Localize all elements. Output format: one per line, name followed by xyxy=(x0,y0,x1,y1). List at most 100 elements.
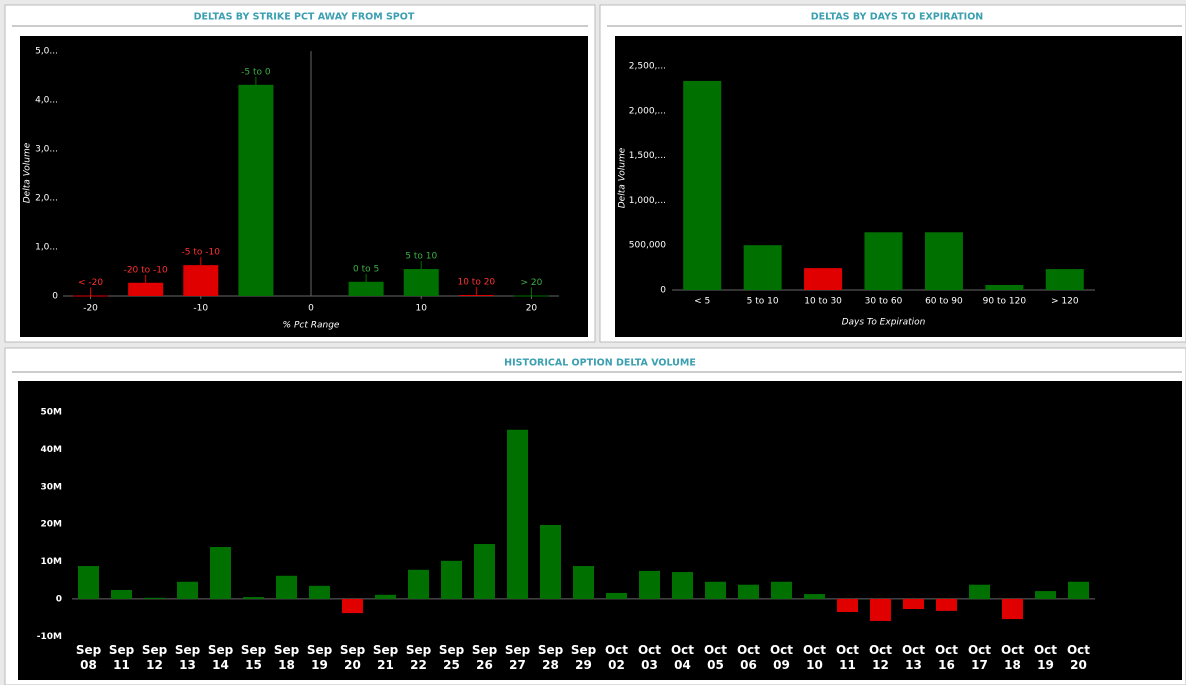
x-tick-label: Oct 06 xyxy=(737,643,760,672)
bar xyxy=(111,589,132,599)
x-tick-label: Sep 15 xyxy=(241,643,266,672)
bar xyxy=(183,265,219,296)
x-tick-label: Oct 18 xyxy=(1000,643,1025,672)
data-label: > 20 xyxy=(521,278,543,288)
x-tick-label: Sep 22 xyxy=(405,643,432,672)
bar xyxy=(238,84,274,296)
bar xyxy=(78,566,99,599)
x-tick-label: Oct 09 xyxy=(769,643,794,672)
x-tick-label: 10 to 30 xyxy=(804,297,842,307)
y-tick-label: 0 xyxy=(660,286,666,296)
x-tick-label: Sep 14 xyxy=(207,643,234,672)
x-tick-label: Oct 16 xyxy=(935,643,958,672)
bar xyxy=(870,598,891,621)
bar xyxy=(408,569,429,599)
x-tick-label: Sep 21 xyxy=(372,643,399,672)
y-tick-label: 1,0... xyxy=(35,243,58,253)
x-tick-label: Oct 04 xyxy=(671,643,694,672)
x-tick-label: Sep 25 xyxy=(439,643,464,672)
y-axis-label: Delta Volume xyxy=(23,142,33,203)
bar xyxy=(513,295,549,297)
x-tick-label: Oct 12 xyxy=(868,643,893,672)
bar xyxy=(309,585,330,599)
chart-title: DELTAS BY DAYS TO EXPIRATION xyxy=(811,12,984,23)
x-axis-label: % Pct Range xyxy=(283,321,340,331)
bar xyxy=(1035,591,1056,599)
bar xyxy=(342,598,363,614)
data-label: 5 to 10 xyxy=(405,252,437,262)
bar xyxy=(375,594,396,599)
x-tick-label: Sep 20 xyxy=(339,643,366,672)
x-axis-label: Days To Expiration xyxy=(842,318,926,328)
x-tick-label: Sep 21 xyxy=(372,643,399,672)
bar xyxy=(771,581,792,599)
plot-bg xyxy=(20,36,588,337)
y-tick-label: 50M xyxy=(41,408,63,418)
bar xyxy=(969,584,990,599)
x-tick-label: Sep 11 xyxy=(108,643,135,672)
x-tick-label: Sep 27 xyxy=(505,643,530,672)
data-label: < -20 xyxy=(78,278,103,288)
bar xyxy=(804,594,825,599)
x-tick-label: -10 xyxy=(193,304,208,314)
x-tick-label: Oct 10 xyxy=(802,643,827,672)
bar xyxy=(705,581,726,599)
bar xyxy=(1068,581,1089,599)
bar xyxy=(743,245,782,290)
bar xyxy=(837,598,858,612)
y-tick-label: 500,000 xyxy=(629,241,666,251)
chart-title: DELTAS BY STRIKE PCT AWAY FROM SPOT xyxy=(194,12,415,23)
y-tick-label: 10M xyxy=(41,557,63,567)
x-tick-label: Sep 19 xyxy=(306,643,333,672)
x-tick-label: Sep 12 xyxy=(141,643,168,672)
plot-bg xyxy=(18,381,1182,680)
bar xyxy=(606,592,627,599)
x-tick-label: Oct 12 xyxy=(868,643,893,672)
bar xyxy=(683,80,722,290)
bar xyxy=(474,544,495,599)
x-tick-label: Sep 12 xyxy=(141,643,168,672)
x-tick-label: > 120 xyxy=(1051,297,1079,307)
bar xyxy=(128,282,164,296)
x-tick-label: Oct 18 xyxy=(1000,643,1025,672)
bar xyxy=(540,524,561,599)
bar xyxy=(243,597,264,599)
x-tick-label: Oct 11 xyxy=(836,643,859,672)
x-tick-label: Oct 19 xyxy=(1033,643,1058,672)
x-tick-label: Sep 28 xyxy=(537,643,564,672)
x-tick-label: Oct 20 xyxy=(1066,643,1091,672)
y-axis-label: Delta Volume xyxy=(618,147,628,208)
bar xyxy=(864,232,903,290)
y-tick-label: 1,500,... xyxy=(629,151,666,161)
x-tick-label: Sep 19 xyxy=(306,643,333,672)
x-tick-label: Oct 02 xyxy=(605,643,628,672)
bar xyxy=(639,570,660,599)
bar xyxy=(458,295,494,297)
x-tick-label: Oct 09 xyxy=(769,643,794,672)
bar xyxy=(73,295,109,297)
x-tick-label: Oct 05 xyxy=(704,643,727,672)
y-tick-label: 1,000,... xyxy=(629,196,666,206)
y-tick-label: 2,500,... xyxy=(629,61,666,71)
bar xyxy=(573,566,594,599)
x-tick-label: Sep 26 xyxy=(471,643,498,672)
data-label: 0 to 5 xyxy=(353,264,379,274)
x-tick-label: Sep 08 xyxy=(75,643,102,672)
y-tick-label: 2,0... xyxy=(35,194,58,204)
bar xyxy=(276,575,297,599)
y-tick-label: 3,0... xyxy=(35,145,58,155)
x-tick-label: Sep 11 xyxy=(108,643,135,672)
x-tick-label: 90 to 120 xyxy=(983,297,1027,307)
x-tick-label: Sep 28 xyxy=(537,643,564,672)
x-tick-label: Sep 13 xyxy=(174,643,201,672)
data-label: -5 to -10 xyxy=(182,248,221,258)
x-tick-label: 20 xyxy=(526,304,538,314)
x-tick-label: Sep 08 xyxy=(75,643,102,672)
x-tick-label: Oct 20 xyxy=(1066,643,1091,672)
x-tick-label: 60 to 90 xyxy=(925,297,963,307)
y-tick-label: 5,0... xyxy=(35,47,58,57)
x-tick-label: Sep 14 xyxy=(207,643,234,672)
x-tick-label: Sep 13 xyxy=(174,643,201,672)
x-tick-label: 30 to 60 xyxy=(865,297,903,307)
